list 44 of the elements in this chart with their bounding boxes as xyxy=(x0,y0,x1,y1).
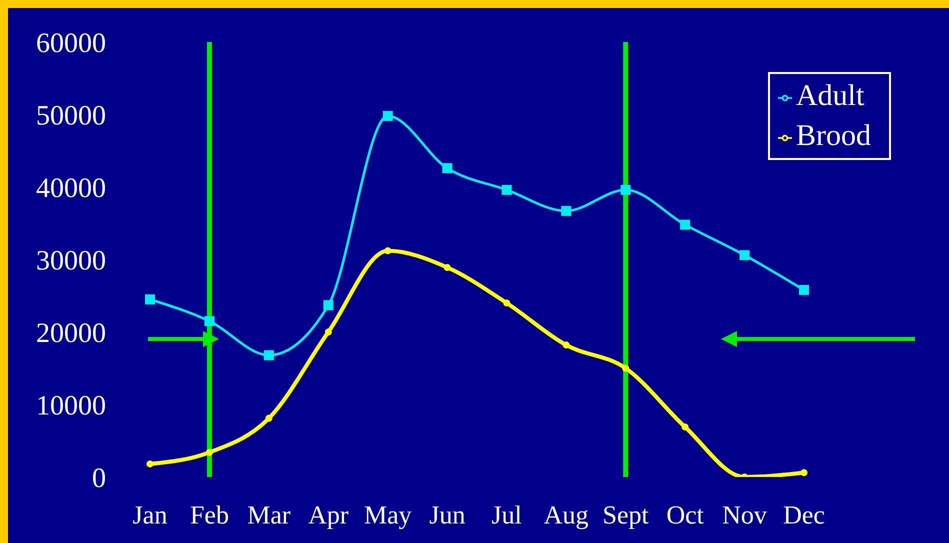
point xyxy=(680,220,690,230)
point xyxy=(562,342,570,349)
x-tick-label: Feb xyxy=(190,500,229,530)
point xyxy=(323,300,334,310)
legend-label: Adult xyxy=(796,79,864,112)
point xyxy=(503,300,510,306)
point xyxy=(740,250,750,260)
y-tick-label: 40000 xyxy=(36,172,106,204)
x-tick-label: May xyxy=(364,500,412,530)
point xyxy=(561,206,572,216)
point xyxy=(620,184,631,195)
point xyxy=(384,247,392,254)
point xyxy=(382,110,393,121)
x-tick-label: Apr xyxy=(308,500,349,530)
point xyxy=(442,163,452,174)
point xyxy=(146,460,154,468)
x-tick-label: Jun xyxy=(429,500,466,530)
point xyxy=(204,316,214,326)
point xyxy=(145,294,155,304)
legend-label: Brood xyxy=(796,119,871,152)
y-tick-label: 60000 xyxy=(36,28,106,59)
x-tick-label: Oct xyxy=(666,500,705,530)
y-tick-label: 10000 xyxy=(36,390,106,422)
point xyxy=(800,469,808,476)
x-tick-label: Mar xyxy=(247,500,291,530)
y-tick-label: 0 xyxy=(92,462,106,494)
point xyxy=(264,350,274,360)
point xyxy=(622,364,630,372)
y-tick-label: 50000 xyxy=(36,100,106,132)
point xyxy=(444,264,451,271)
point xyxy=(265,414,272,422)
point xyxy=(799,284,809,295)
point xyxy=(324,328,332,336)
x-tick-label: Dec xyxy=(783,500,825,530)
y-tick-label: 30000 xyxy=(36,245,106,276)
x-tick-label: Sept xyxy=(602,500,650,530)
x-tick-label: Jul xyxy=(492,500,522,530)
point xyxy=(682,423,689,430)
x-tick-label: Nov xyxy=(722,500,767,530)
y-tick-label: 20000 xyxy=(36,318,106,349)
x-tick-label: Jan xyxy=(132,500,168,530)
point xyxy=(206,448,213,456)
point xyxy=(502,184,512,195)
x-tick-label: Aug xyxy=(544,500,589,530)
